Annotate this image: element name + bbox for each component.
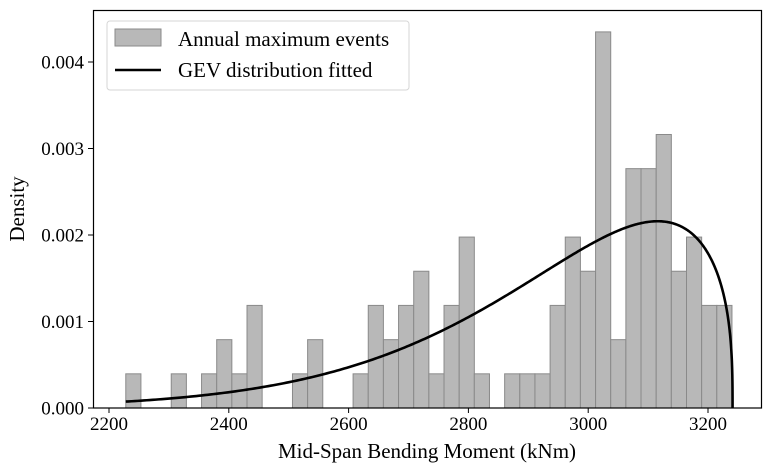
histogram-bar xyxy=(655,133,672,409)
histogram-bar xyxy=(686,236,703,409)
histogram-bar xyxy=(216,339,233,409)
x-tick-label: 2800 xyxy=(449,414,487,435)
y-tick-label: 0.000 xyxy=(41,399,84,420)
histogram-bar xyxy=(519,373,536,409)
gev-curve xyxy=(125,219,734,408)
y-axis-title: Density xyxy=(5,176,29,242)
legend-patch-histogram xyxy=(114,28,162,47)
legend-label-gev: GEV distribution fitted xyxy=(178,58,373,82)
histogram-bar xyxy=(701,304,718,409)
y-tick-label: 0.002 xyxy=(41,226,84,247)
histogram-bar xyxy=(246,304,263,409)
x-tick-label: 2600 xyxy=(330,414,368,435)
histogram-bar xyxy=(398,304,415,409)
legend-label-histogram: Annual maximum events xyxy=(178,27,389,51)
histogram-bar xyxy=(504,373,521,409)
x-tick-label: 2400 xyxy=(210,414,248,435)
plot-frame xyxy=(92,9,763,409)
histogram-bar xyxy=(564,236,581,409)
histogram-bar xyxy=(610,339,627,409)
histogram-bar xyxy=(352,373,369,409)
x-tick-label: 2200 xyxy=(90,414,128,435)
y-tick-label: 0.001 xyxy=(41,312,84,333)
histogram-bar xyxy=(549,304,566,409)
histogram-bar xyxy=(428,373,445,409)
legend-box xyxy=(106,20,410,91)
histogram-bar xyxy=(170,373,187,409)
histogram-bar xyxy=(458,236,475,409)
y-tick-label: 0.003 xyxy=(41,139,84,160)
histogram-bar xyxy=(443,304,460,409)
histogram-bars xyxy=(125,31,733,409)
x-tick-label: 3000 xyxy=(569,414,607,435)
histogram-bar xyxy=(125,373,142,409)
y-axis-ticks: 0.000 0.001 0.002 0.003 0.004 xyxy=(41,53,94,420)
y-tick-label: 0.004 xyxy=(41,53,84,74)
histogram-bar xyxy=(201,373,218,409)
histogram-bar xyxy=(670,270,687,409)
histogram-bar xyxy=(473,373,490,409)
x-tick-label: 3200 xyxy=(689,414,727,435)
x-axis-ticks: 2200 2400 2600 2800 3000 3200 xyxy=(90,408,727,435)
histogram-bar xyxy=(534,373,551,409)
histogram-bar xyxy=(595,31,612,409)
histogram-bar xyxy=(640,168,657,409)
gev-curve-layer xyxy=(125,219,734,408)
legend: Annual maximum events GEV distribution f… xyxy=(106,20,410,91)
histogram-bar xyxy=(579,270,597,409)
x-axis-title: Mid-Span Bending Moment (kNm) xyxy=(278,439,576,463)
histogram-bar xyxy=(625,168,642,409)
